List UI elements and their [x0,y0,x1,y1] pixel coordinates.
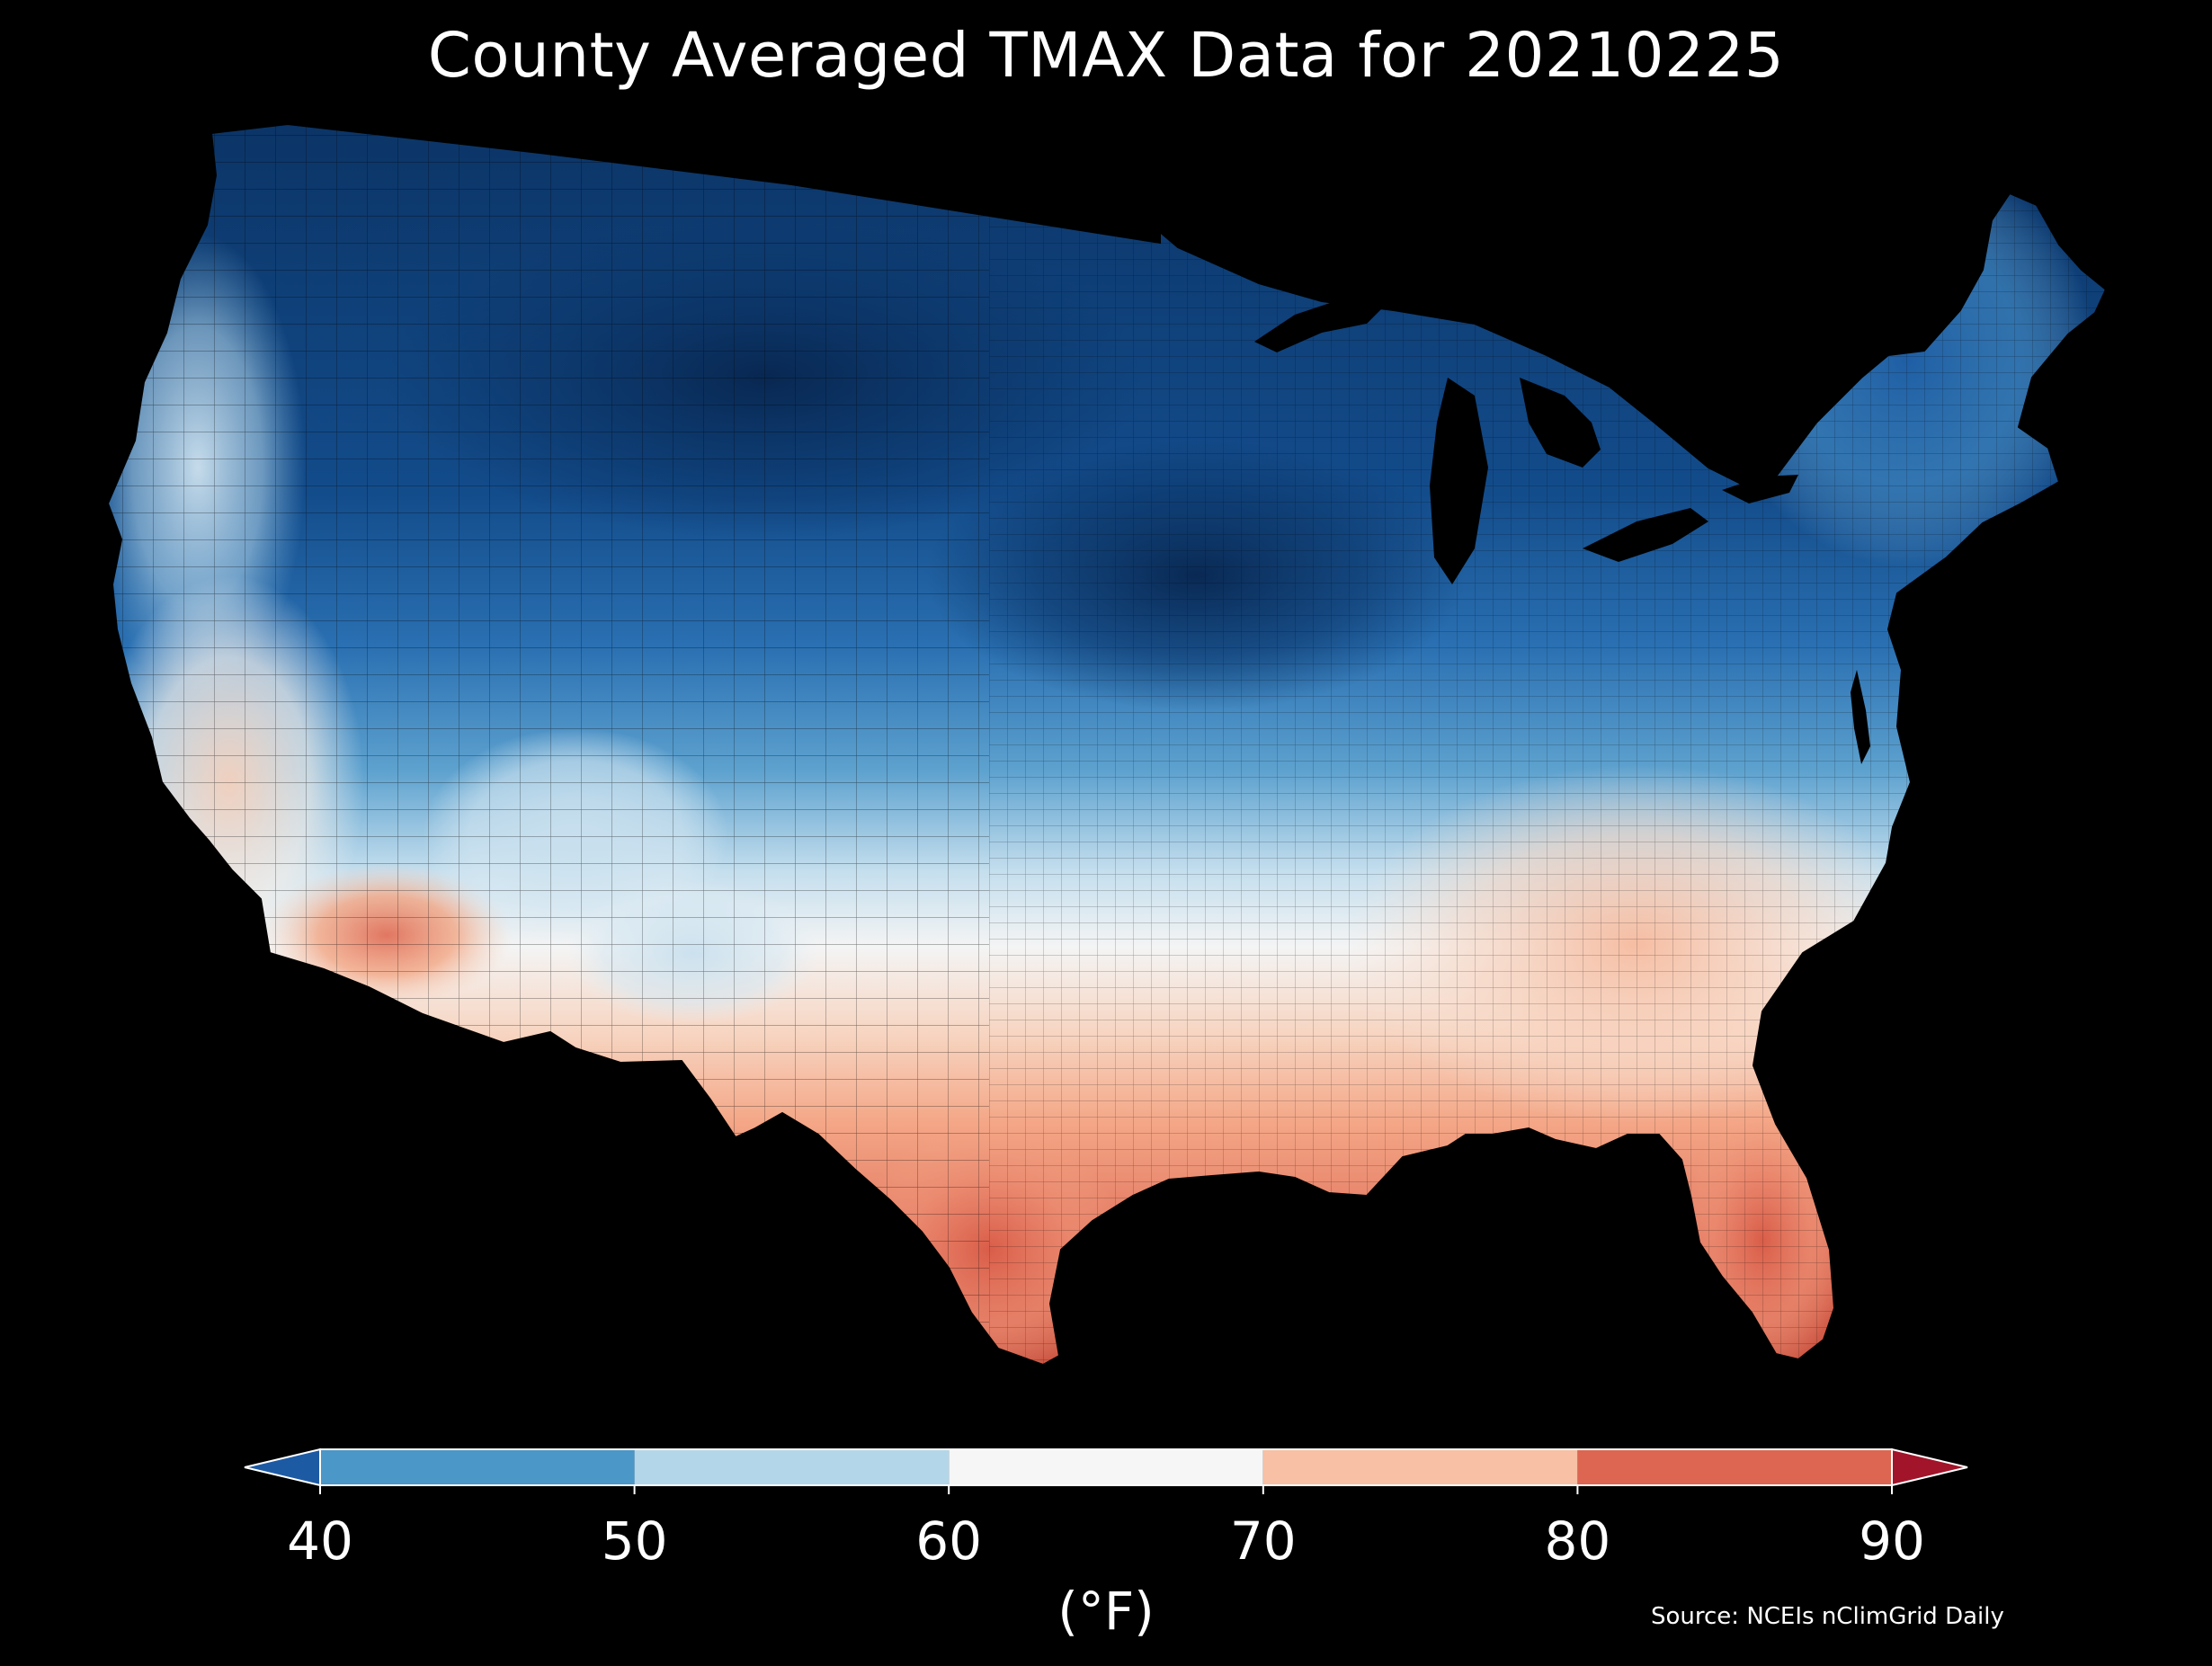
colorbar-bin-2 [949,1449,1263,1485]
colorbar-tick-label: 60 [915,1510,983,1572]
colorbar-bin-0 [320,1449,635,1485]
colorbar-under-arrow [244,1448,321,1487]
colorbar-bin-1 [634,1449,950,1485]
map-title: County Averaged TMAX Data for 20210225 [427,20,1785,92]
great-lakes [1254,297,1798,584]
source-credit: Source: NCEIs nClimGrid Daily [1651,1603,2004,1630]
colorbar-tick-label: 90 [1859,1510,1925,1572]
colorbar-tick-label: 50 [601,1510,668,1572]
colorbar-over-arrow [1891,1448,1968,1487]
colorbar-bin-3 [1262,1449,1578,1485]
colorbar-bin-4 [1577,1449,1892,1485]
colorbar-tick-label: 40 [287,1510,353,1572]
colorbar-tick-label: 70 [1229,1510,1297,1572]
colorbar-frame [319,1448,1893,1486]
chesapeake-bay [1851,670,1870,764]
colorbar-tick-label: 80 [1544,1510,1611,1572]
colorbar-units-label: (°F) [1057,1581,1155,1642]
